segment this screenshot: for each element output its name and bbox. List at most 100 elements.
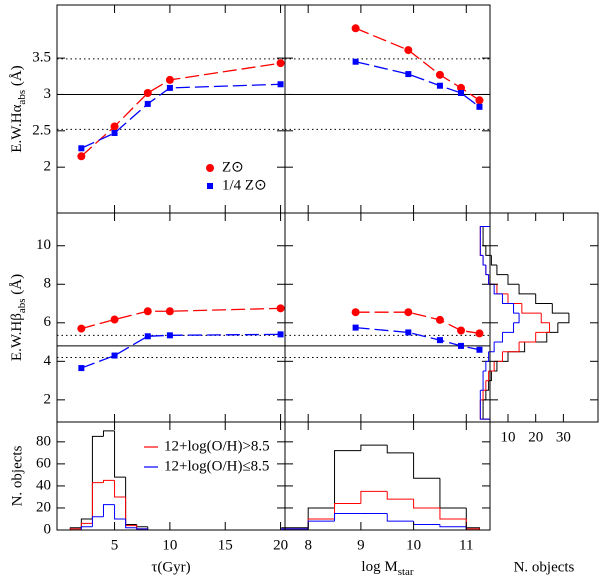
histogram-bin xyxy=(479,245,484,256)
histogram-bin xyxy=(535,322,551,333)
marker xyxy=(78,145,85,152)
y-tick-label: 3 xyxy=(44,86,52,102)
marker xyxy=(457,326,466,335)
axis-label: N. objects xyxy=(514,559,575,575)
marker xyxy=(144,100,151,107)
marker xyxy=(144,333,151,340)
histogram-bin xyxy=(507,293,522,305)
histogram-bin xyxy=(483,380,487,391)
histogram-bin xyxy=(502,322,515,333)
histogram-bin xyxy=(521,303,542,314)
label-sub: abs xyxy=(16,90,28,105)
marker xyxy=(276,304,285,313)
histogram-bin xyxy=(485,370,490,382)
x-tick-label: 10 xyxy=(501,429,516,445)
label-sub: star xyxy=(398,566,414,578)
histogram-bin xyxy=(465,507,480,530)
marker xyxy=(352,324,359,331)
histogram-bin xyxy=(439,524,467,528)
histogram-bin xyxy=(496,265,508,276)
histogram-bin xyxy=(496,284,508,295)
y-tick-label: 2 xyxy=(44,159,52,175)
panel-frame xyxy=(284,421,491,531)
x-tick-label: 8 xyxy=(304,537,312,553)
marker xyxy=(165,75,174,84)
histogram-bin xyxy=(125,477,137,525)
histogram-bin xyxy=(493,284,503,295)
histogram-bin xyxy=(360,490,388,504)
histogram-bin xyxy=(546,322,559,333)
histogram-bin xyxy=(136,527,148,530)
panel-frame xyxy=(56,212,286,423)
marker xyxy=(77,152,86,161)
histogram-bin xyxy=(501,293,514,305)
histogram-bin xyxy=(508,342,526,353)
histogram-bin xyxy=(465,518,480,530)
marker xyxy=(77,324,86,333)
panel-frame xyxy=(489,212,599,423)
y-tick-label: 0 xyxy=(44,521,52,537)
y-tick-label: 8 xyxy=(44,276,52,292)
histogram-bin xyxy=(488,361,495,372)
panel xyxy=(284,4,491,214)
marker xyxy=(78,365,85,372)
histogram-bin xyxy=(482,225,490,237)
x-tick-label: 15 xyxy=(218,537,233,553)
histogram-bin xyxy=(125,518,137,529)
histogram-bin xyxy=(488,274,495,285)
histogram-bin xyxy=(482,236,486,247)
histogram-bin xyxy=(80,526,93,530)
histogram-bin xyxy=(125,496,137,527)
x-tick-label: 30 xyxy=(556,429,571,445)
histogram-bin xyxy=(114,480,126,498)
marker xyxy=(405,329,412,336)
histogram-bin xyxy=(482,409,490,420)
histogram-bin xyxy=(439,507,467,520)
histogram-bin xyxy=(307,507,335,528)
marker xyxy=(111,352,118,359)
marker xyxy=(475,329,484,338)
panel: 2 2.5 3 3.5 Z⊙ 1/4 Z⊙ xyxy=(32,4,286,214)
y-tick-label: 10 xyxy=(36,237,51,253)
marker xyxy=(457,83,466,92)
histogram-bin xyxy=(535,293,553,305)
histogram-bin xyxy=(482,255,486,266)
legend-label: 12+log(O/H)>8.5 xyxy=(164,438,270,454)
histogram-bin xyxy=(91,482,104,524)
histogram-bin xyxy=(479,225,490,237)
marker xyxy=(143,89,152,97)
histogram-bin xyxy=(488,342,495,353)
legend-label: Z⊙ xyxy=(222,159,244,175)
marker xyxy=(277,81,284,88)
panel: 8 9 10 11 xyxy=(281,421,491,553)
marker xyxy=(110,122,119,131)
histogram-bin xyxy=(334,503,361,519)
marker xyxy=(476,346,483,353)
marker xyxy=(475,96,484,105)
marker xyxy=(110,315,119,324)
panel: 10 20 30 xyxy=(479,212,599,445)
histogram-bin xyxy=(518,284,536,295)
series-line xyxy=(81,333,281,369)
histogram-bin xyxy=(439,478,467,509)
label-text: E.W.Hα xyxy=(9,104,25,152)
marker xyxy=(405,71,412,78)
histogram-bin xyxy=(513,313,520,324)
histogram-bin xyxy=(136,524,148,528)
y-tick-label: 80 xyxy=(36,433,51,449)
label-text: (Å) xyxy=(9,65,25,90)
histogram-bin xyxy=(307,520,335,529)
panel: 5 10 15 20 0 20 40 60 80 12+log(O/H)>8.5 12+log(O/… xyxy=(36,421,288,553)
marker xyxy=(111,130,118,136)
x-tick-label: 10 xyxy=(162,537,177,553)
histogram-bin xyxy=(479,409,490,420)
histogram-bin xyxy=(494,351,503,362)
histogram-bin xyxy=(386,491,414,500)
axis-label: E.W.Hβabs (Å) xyxy=(9,274,27,361)
histogram-bin xyxy=(551,303,569,314)
histogram-bin xyxy=(386,513,414,522)
histogram-bin xyxy=(485,245,492,256)
series-line xyxy=(81,83,281,149)
histogram-bin xyxy=(485,265,489,276)
